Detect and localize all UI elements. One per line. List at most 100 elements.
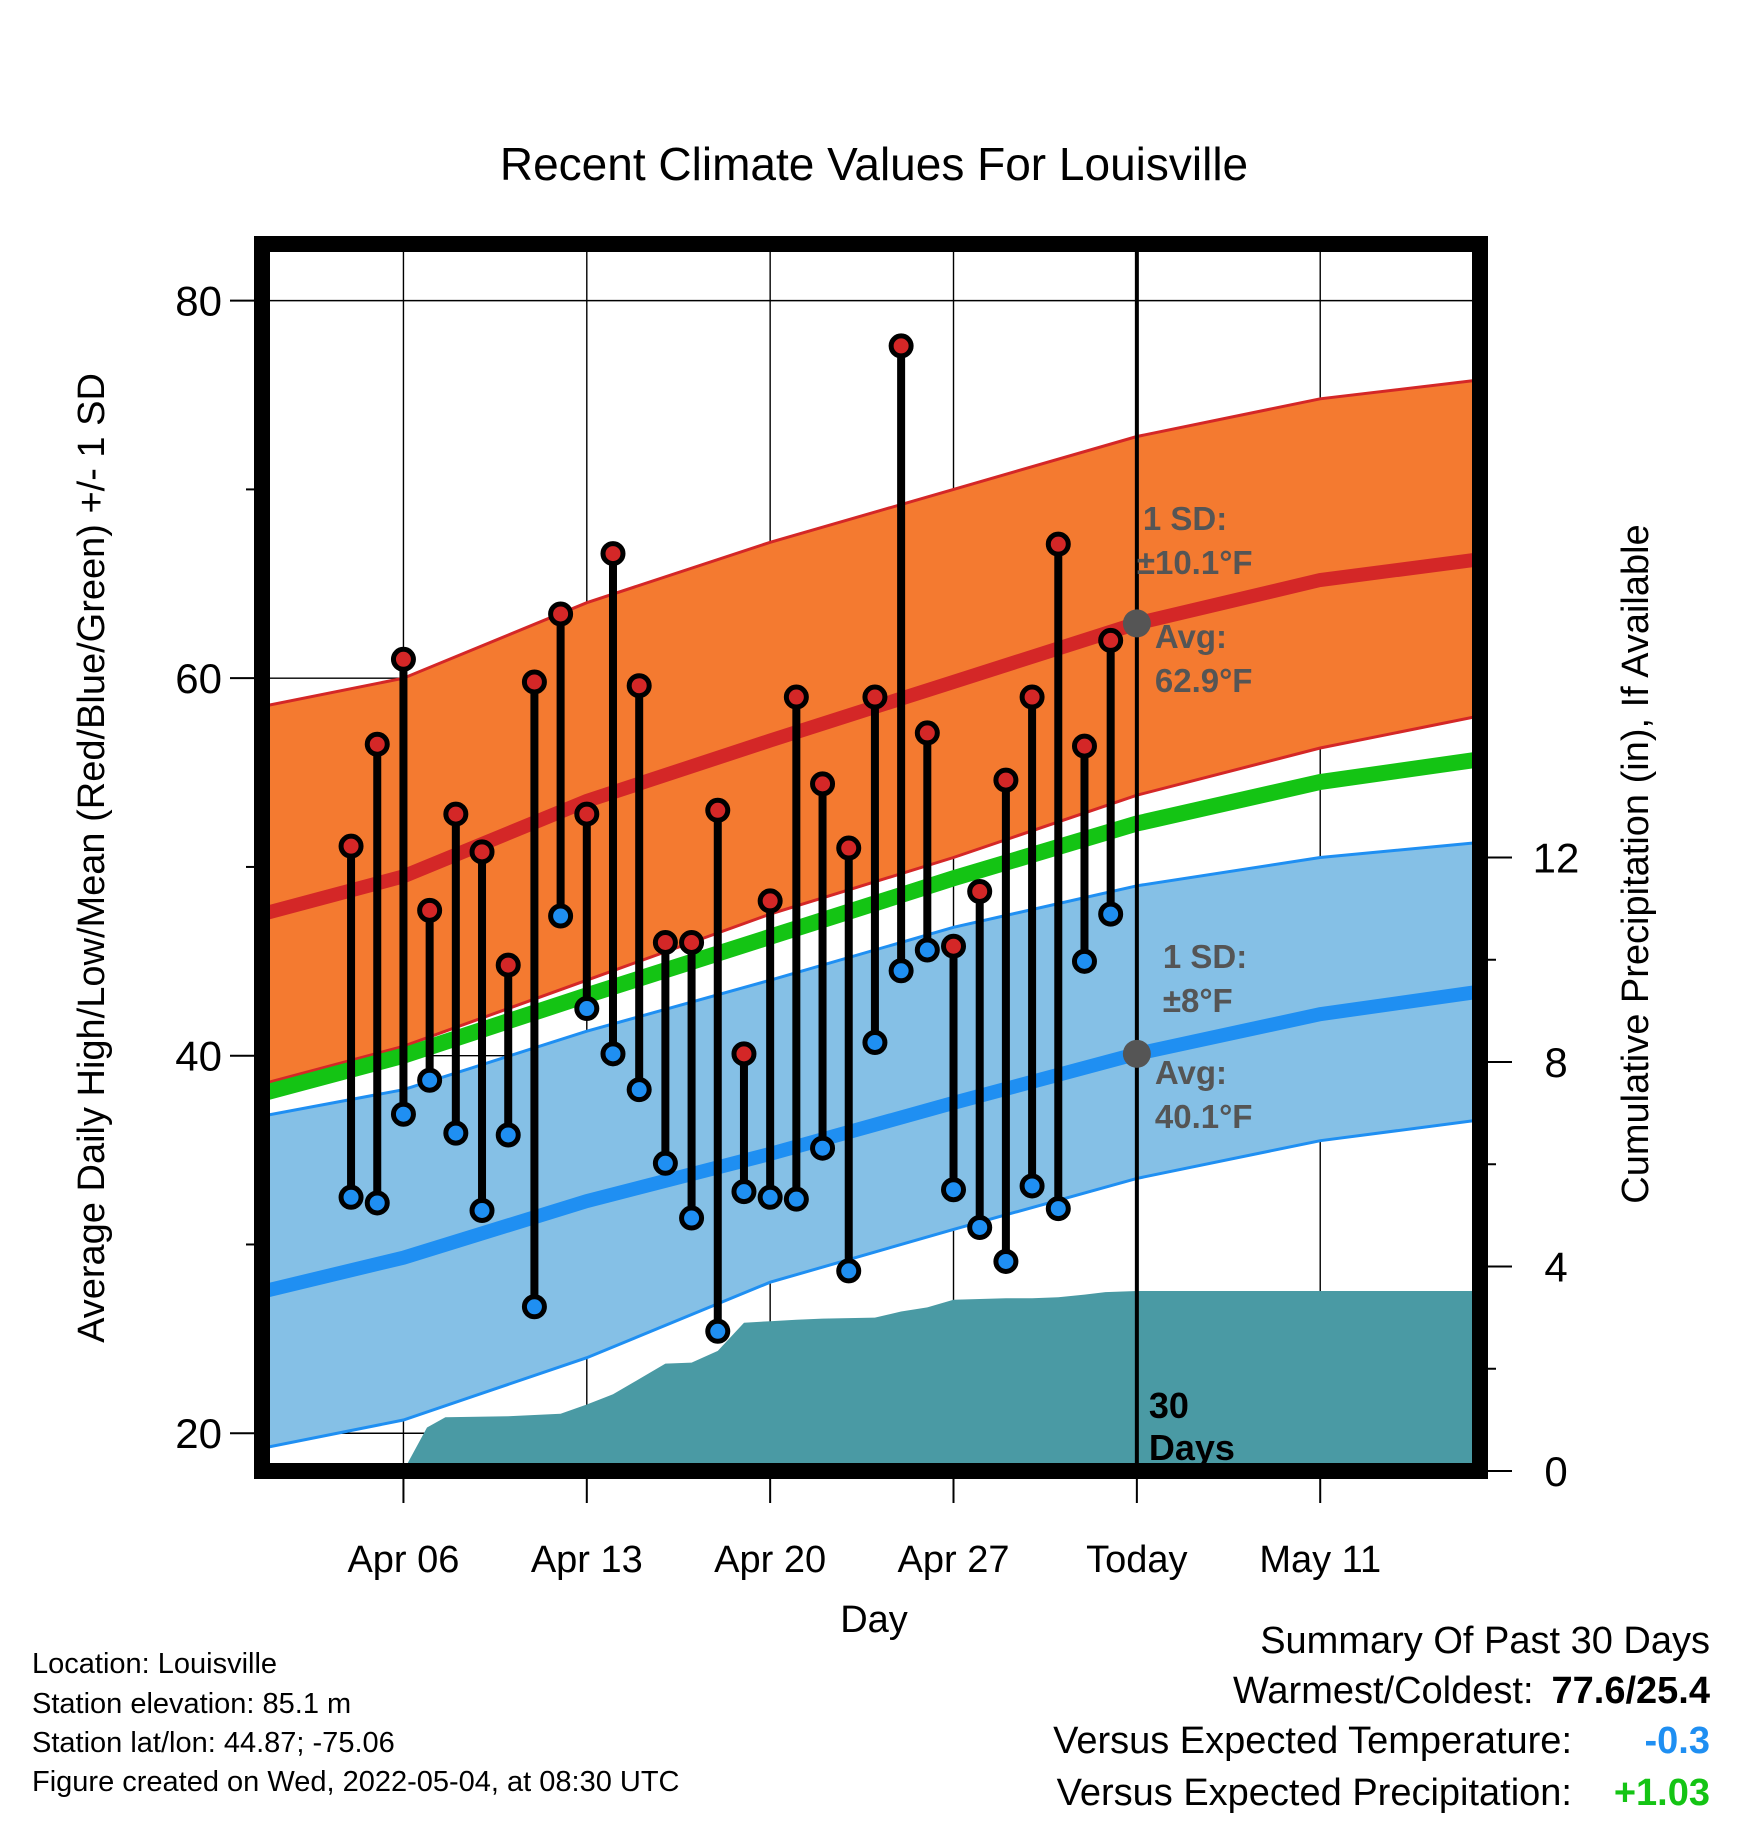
low-avg-label: Avg: — [1155, 1054, 1227, 1091]
figure-created: Figure created on Wed, 2022-05-04, at 08… — [32, 1766, 680, 1798]
low-point — [364, 1190, 390, 1216]
expected-high-line — [262, 552, 1480, 921]
station-location: Location: Louisville — [32, 1648, 278, 1680]
high-point — [679, 929, 705, 955]
low-point — [626, 1077, 652, 1103]
high-point — [574, 801, 600, 827]
low-point — [914, 937, 940, 963]
window-label-unit: Days — [1149, 1427, 1235, 1468]
low-point — [443, 1120, 469, 1146]
x-tick-label: Apr 20 — [714, 1539, 826, 1581]
low-avg-value: 40.1°F — [1155, 1098, 1253, 1135]
high-point — [469, 839, 495, 865]
temp-label: Versus Expected Temperature: — [1053, 1720, 1572, 1762]
high-sd-value: ±10.1°F — [1137, 544, 1253, 581]
high-point — [810, 771, 836, 797]
y-tick-label: 40 — [175, 1033, 222, 1080]
low-point — [574, 996, 600, 1022]
expected-low-band-lower-edge — [262, 1118, 1480, 1450]
high-avg-label: Avg: — [1155, 618, 1227, 655]
low-point — [941, 1177, 967, 1203]
y-tick-label: 20 — [175, 1410, 222, 1457]
high-point — [836, 835, 862, 861]
high-avg-value: 62.9°F — [1155, 662, 1253, 699]
low-avg-marker — [1122, 1039, 1151, 1068]
station-elevation: Station elevation: 85.1 m — [32, 1688, 352, 1720]
x-tick-label: Apr 06 — [347, 1539, 459, 1581]
annotations: 1 SD: ±10.1°F Avg: 62.9°F 1 SD: ±8°F Avg: 40.1°… — [1137, 500, 1253, 1135]
low-point — [705, 1318, 731, 1344]
high-point — [914, 720, 940, 746]
high-point — [862, 684, 888, 710]
expected-low-band — [262, 842, 1480, 1449]
plot-area: 1 SD: ±10.1°F Avg: 62.9°F 1 SD: ±8°F Avg: 40.1°… — [175, 236, 1580, 1581]
y2-tick-label: 0 — [1544, 1448, 1567, 1495]
high-point — [338, 833, 364, 859]
y2-tick-label: 12 — [1533, 835, 1580, 882]
high-sd-label: 1 SD: — [1143, 500, 1227, 537]
high-point — [967, 878, 993, 904]
x-axis-label: Day — [840, 1599, 908, 1641]
low-point — [731, 1179, 757, 1205]
low-point — [338, 1184, 364, 1210]
high-point — [417, 897, 443, 923]
high-point — [652, 929, 678, 955]
y2-axis-label: Cumulative Precipitation (in), If Availa… — [1615, 524, 1657, 1203]
high-point — [1071, 733, 1097, 759]
x-tick-label: Apr 13 — [531, 1539, 643, 1581]
high-point — [443, 801, 469, 827]
low-sd-label: 1 SD: — [1163, 938, 1247, 975]
expected-low-line — [262, 984, 1480, 1299]
precipitation-area — [262, 1291, 1480, 1471]
x-tick-label: May 11 — [1259, 1539, 1381, 1581]
low-point — [652, 1150, 678, 1176]
low-point — [679, 1205, 705, 1231]
warm-cold-label: Warmest/Coldest: — [1232, 1670, 1534, 1712]
low-point — [1045, 1196, 1071, 1222]
high-point — [993, 767, 1019, 793]
high-point — [521, 669, 547, 695]
x-tick-label: Apr 27 — [898, 1539, 1010, 1581]
expected-high-band-lower-edge — [262, 714, 1480, 1086]
low-point — [1019, 1173, 1045, 1199]
high-point — [783, 684, 809, 710]
y2-tick-label: 4 — [1544, 1244, 1567, 1291]
low-point — [417, 1067, 443, 1093]
y-tick-label: 60 — [175, 655, 222, 702]
low-point — [390, 1101, 416, 1127]
plot-content: 1 SD: ±10.1°F Avg: 62.9°F 1 SD: ±8°F Avg: 40.1°… — [262, 244, 1480, 1471]
warm-cold-value: 77.6/25.4 — [1551, 1670, 1710, 1712]
summary-precipitation: Versus Expected Precipitation: +1.03 — [1057, 1772, 1710, 1815]
high-point — [757, 888, 783, 914]
high-point — [390, 646, 416, 672]
high-avg-marker — [1122, 609, 1151, 638]
low-point — [495, 1122, 521, 1148]
expected-high-band-upper-edge — [262, 378, 1480, 708]
low-point — [783, 1186, 809, 1212]
low-point — [993, 1248, 1019, 1274]
station-latlon: Station lat/lon: 44.87; -75.06 — [32, 1727, 395, 1759]
summary-warm-cold: Warmest/Coldest: 77.6/25.4 — [1233, 1670, 1710, 1713]
low-point — [810, 1135, 836, 1161]
high-point — [364, 731, 390, 757]
x-tick-label: Today — [1086, 1539, 1187, 1581]
low-point — [757, 1184, 783, 1210]
low-point — [548, 903, 574, 929]
low-point — [967, 1214, 993, 1240]
y-tick-label: 80 — [175, 278, 222, 325]
high-point — [626, 673, 652, 699]
low-point — [862, 1029, 888, 1055]
low-point — [888, 958, 914, 984]
low-point — [600, 1041, 626, 1067]
high-point — [1019, 684, 1045, 710]
low-sd-value: ±8°F — [1163, 982, 1233, 1019]
y2-tick-label: 8 — [1544, 1039, 1567, 1086]
high-point — [705, 797, 731, 823]
chart-title: Recent Climate Values For Louisville — [500, 138, 1248, 190]
precip-label: Versus Expected Precipitation: — [1056, 1772, 1572, 1814]
high-point — [731, 1041, 757, 1067]
low-point — [521, 1294, 547, 1320]
low-point — [1098, 901, 1124, 927]
summary-title: Summary Of Past 30 Days — [1260, 1620, 1710, 1662]
